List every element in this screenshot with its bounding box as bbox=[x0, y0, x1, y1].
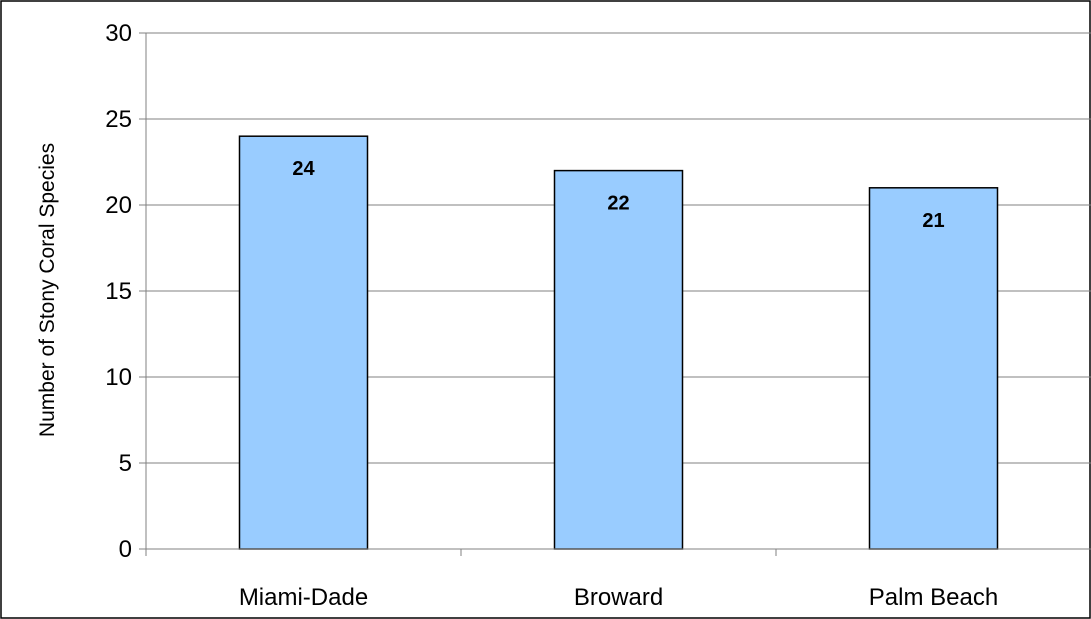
x-tick-label: Broward bbox=[574, 584, 663, 611]
data-label: 21 bbox=[922, 210, 944, 232]
x-tick-label: Palm Beach bbox=[869, 584, 998, 611]
y-tick-label: 25 bbox=[105, 106, 132, 133]
data-label: 24 bbox=[292, 158, 315, 180]
bar-miami-dade bbox=[238, 135, 369, 550]
y-tick-label: 15 bbox=[105, 278, 132, 305]
x-tick-label: Miami-Dade bbox=[239, 584, 368, 611]
labels: 0 5 10 15 20 25 30 24 Miami-Dade 22 Broward 21 Palm … bbox=[105, 20, 998, 611]
axes bbox=[139, 32, 1091, 556]
y-tick-label: 5 bbox=[119, 450, 132, 477]
bar-palm-beach bbox=[868, 187, 999, 550]
data-label: 22 bbox=[607, 193, 629, 215]
bar-broward bbox=[553, 169, 684, 550]
y-tick-label: 20 bbox=[105, 192, 132, 219]
y-tick-label: 10 bbox=[105, 364, 132, 391]
y-axis-title: Number of Stony Coral Species bbox=[36, 143, 59, 437]
y-tick-label: 30 bbox=[105, 20, 132, 47]
y-tick-label: 0 bbox=[119, 536, 132, 563]
bars bbox=[238, 135, 999, 550]
